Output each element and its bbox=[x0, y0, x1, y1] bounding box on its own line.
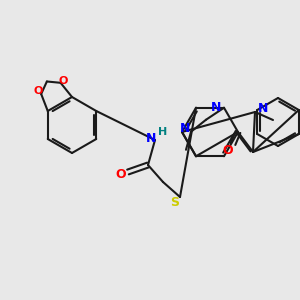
Text: O: O bbox=[34, 86, 43, 96]
Text: O: O bbox=[116, 167, 126, 181]
Text: N: N bbox=[211, 101, 221, 114]
Text: N: N bbox=[180, 122, 190, 134]
Text: N: N bbox=[146, 131, 156, 145]
Text: H: H bbox=[158, 127, 168, 137]
Text: N: N bbox=[258, 103, 268, 116]
Text: S: S bbox=[170, 196, 179, 209]
Text: O: O bbox=[59, 76, 68, 86]
Text: O: O bbox=[223, 145, 233, 158]
